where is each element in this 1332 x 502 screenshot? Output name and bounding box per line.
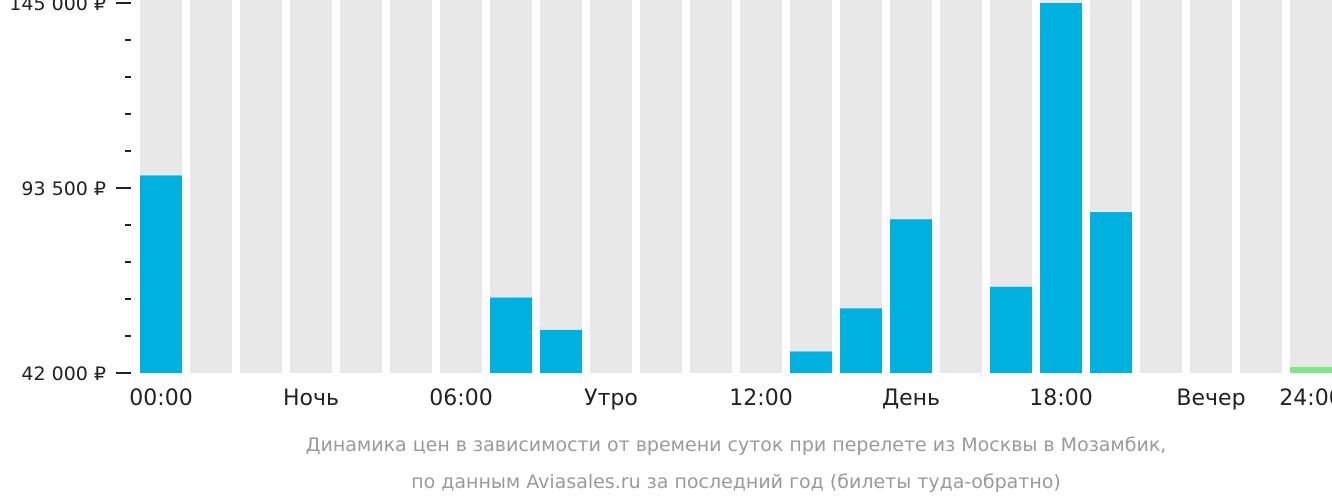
x-tick-label: 00:00 xyxy=(129,386,192,411)
bar-00:00[interactable] xyxy=(140,175,182,373)
background-column-8 xyxy=(540,0,582,373)
background-column-10 xyxy=(640,0,682,373)
background-column-23 xyxy=(1290,0,1332,373)
background-column-16 xyxy=(940,0,982,373)
bar-19:00[interactable] xyxy=(1090,212,1132,373)
y-tick-label: 93 500 ₽ xyxy=(21,178,106,200)
x-tick-label: День xyxy=(882,386,940,411)
background-column-1 xyxy=(190,0,232,373)
background-column-12 xyxy=(740,0,782,373)
x-tick-label: 24:00 xyxy=(1279,386,1332,411)
x-tick-label: 12:00 xyxy=(729,386,792,411)
x-tick-label: Утро xyxy=(584,386,638,411)
data-bars xyxy=(140,3,1332,373)
x-axis: 00:00 Ночь 06:00 Утро 12:00 День 18:00 Вечер 24:… xyxy=(129,386,1332,411)
bar-17:00[interactable] xyxy=(990,286,1032,373)
chart-caption-line-2: по данным Aviasales.ru за последний год … xyxy=(411,471,1061,493)
background-column-2 xyxy=(240,0,282,373)
y-tick-label: 145 000 ₽ xyxy=(9,0,106,15)
x-tick-label: Вечер xyxy=(1176,386,1245,411)
background-columns xyxy=(140,0,1332,373)
background-column-11 xyxy=(690,0,732,373)
bar-07:00[interactable] xyxy=(490,297,532,373)
bar-15:00[interactable] xyxy=(890,219,932,373)
background-column-22 xyxy=(1240,0,1282,373)
bar-14:00[interactable] xyxy=(840,308,882,373)
y-axis: 145 000 ₽ 93 500 ₽ 42 000 ₽ xyxy=(9,0,131,385)
background-column-13 xyxy=(790,0,832,373)
background-column-4 xyxy=(340,0,382,373)
bar-13:00[interactable] xyxy=(790,351,832,373)
background-column-3 xyxy=(290,0,332,373)
bar-18:00[interactable] xyxy=(1040,3,1082,373)
current-time-marker xyxy=(1290,367,1332,373)
x-tick-label: Ночь xyxy=(283,386,339,411)
background-column-9 xyxy=(590,0,632,373)
chart-caption-line-1: Динамика цен в зависимости от времени су… xyxy=(306,434,1167,456)
background-column-5 xyxy=(390,0,432,373)
y-tick-label: 42 000 ₽ xyxy=(21,363,106,385)
x-tick-label: 18:00 xyxy=(1029,386,1092,411)
background-column-20 xyxy=(1140,0,1182,373)
background-column-21 xyxy=(1190,0,1232,373)
x-tick-label: 06:00 xyxy=(429,386,492,411)
background-column-6 xyxy=(440,0,482,373)
bar-08:00[interactable] xyxy=(540,329,582,373)
